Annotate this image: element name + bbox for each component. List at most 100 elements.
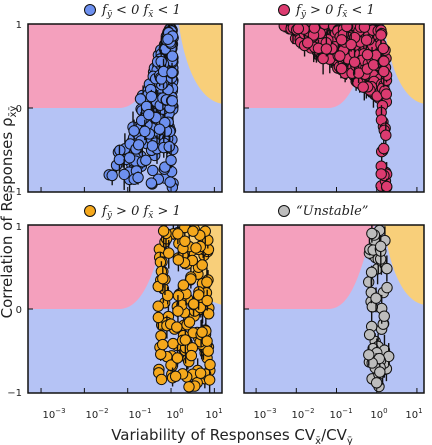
legend-marker-0 [84, 4, 96, 16]
data-point [378, 55, 390, 67]
scatter-points [103, 24, 179, 192]
data-point [190, 242, 202, 254]
data-point [169, 370, 182, 382]
scatter-points [152, 225, 216, 393]
x-tick-label-2: 10−1 [128, 407, 151, 421]
data-point [171, 321, 183, 333]
data-point [155, 348, 167, 361]
data-point [360, 34, 373, 46]
data-point [166, 95, 178, 107]
data-point [167, 337, 179, 350]
region-upper-left [244, 225, 375, 309]
legend-marker-2 [84, 205, 96, 217]
data-point [345, 38, 357, 51]
x-tick-label-r0: 10−3 [253, 407, 276, 421]
x-tick-label-3: 100 [166, 407, 183, 421]
data-point [378, 310, 390, 322]
legend-text-3: “Unstable” [296, 204, 368, 219]
data-point [155, 373, 168, 386]
data-point [161, 289, 174, 302]
data-point [163, 141, 175, 153]
data-point [146, 140, 159, 152]
data-point [185, 349, 198, 362]
region-upper-right [383, 225, 424, 305]
data-point [139, 125, 151, 138]
data-point [320, 43, 333, 55]
data-point [378, 142, 390, 155]
data-point [172, 305, 184, 317]
y-tick-bot-0: 0 [16, 305, 22, 316]
data-point [171, 352, 184, 364]
data-point [201, 276, 213, 288]
legend-text-0: fȳ < 0 fx̄ < 1 [101, 3, 181, 20]
data-point [196, 326, 208, 338]
data-point [128, 125, 140, 137]
x-tick-label-4: 101 [205, 407, 222, 421]
data-point [165, 154, 177, 166]
data-point [335, 62, 348, 75]
x-tick-label-0: 10−3 [42, 407, 65, 421]
x-tick-label-r2: 10−1 [329, 407, 352, 421]
data-point [370, 292, 382, 304]
data-point [113, 153, 126, 166]
data-point [370, 377, 383, 389]
x-axis-label: Variability of Responses CVx̄/CVȳ [111, 426, 353, 445]
x-tick-label-r1: 10−2 [291, 407, 314, 421]
panel-2 [27, 224, 223, 394]
scatter-points [363, 225, 395, 393]
data-point [183, 316, 196, 328]
data-point [381, 180, 393, 192]
data-point [187, 225, 199, 237]
data-point [374, 366, 386, 378]
data-point [143, 108, 155, 121]
data-point [335, 34, 348, 46]
data-point [341, 24, 353, 33]
data-point [202, 308, 215, 320]
data-point [375, 240, 387, 253]
panel-1 [243, 23, 425, 193]
data-point [361, 48, 374, 61]
data-point [204, 358, 216, 371]
data-point [106, 169, 118, 182]
data-point [380, 88, 393, 100]
data-point [155, 55, 167, 68]
data-point [381, 281, 393, 294]
data-point [118, 168, 130, 181]
data-point [134, 93, 147, 105]
data-point [375, 29, 387, 41]
data-point [192, 289, 205, 301]
x-tick-label-r3: 100 [370, 407, 387, 421]
data-point [203, 374, 216, 386]
data-point [145, 177, 158, 189]
y-axis-label: Correlation of Responses ρx̄ȳ [0, 106, 19, 319]
data-point [166, 66, 178, 79]
data-point [183, 381, 195, 393]
data-point [172, 228, 184, 240]
y-tick-bot-1: 1 [16, 222, 22, 233]
legend-marker-3 [278, 205, 290, 217]
data-point [302, 37, 314, 49]
data-point [334, 50, 346, 62]
scatter-points [278, 24, 393, 192]
data-point [164, 176, 176, 188]
data-point [157, 273, 169, 285]
data-point [157, 338, 169, 351]
data-point [179, 334, 192, 346]
region-upper-right [178, 24, 222, 104]
data-point [163, 247, 175, 259]
data-point [363, 276, 375, 288]
data-point [145, 90, 158, 103]
data-point [153, 123, 166, 135]
data-point [194, 367, 207, 379]
data-point [123, 152, 136, 164]
y-tick-bot-m1: −1 [7, 388, 22, 399]
y-tick-top-m1: −1 [7, 187, 22, 198]
y-tick-top-1: 1 [16, 20, 22, 31]
data-point [202, 345, 214, 357]
data-point [140, 154, 152, 167]
region-upper-right [383, 24, 424, 104]
legends: fȳ < 0 fx̄ < 1 fȳ > 0 fx̄ < 1 fȳ > 0 fx̄ >… [84, 3, 375, 221]
data-point [132, 171, 144, 184]
y-tick-top-0: 0 [16, 104, 22, 115]
